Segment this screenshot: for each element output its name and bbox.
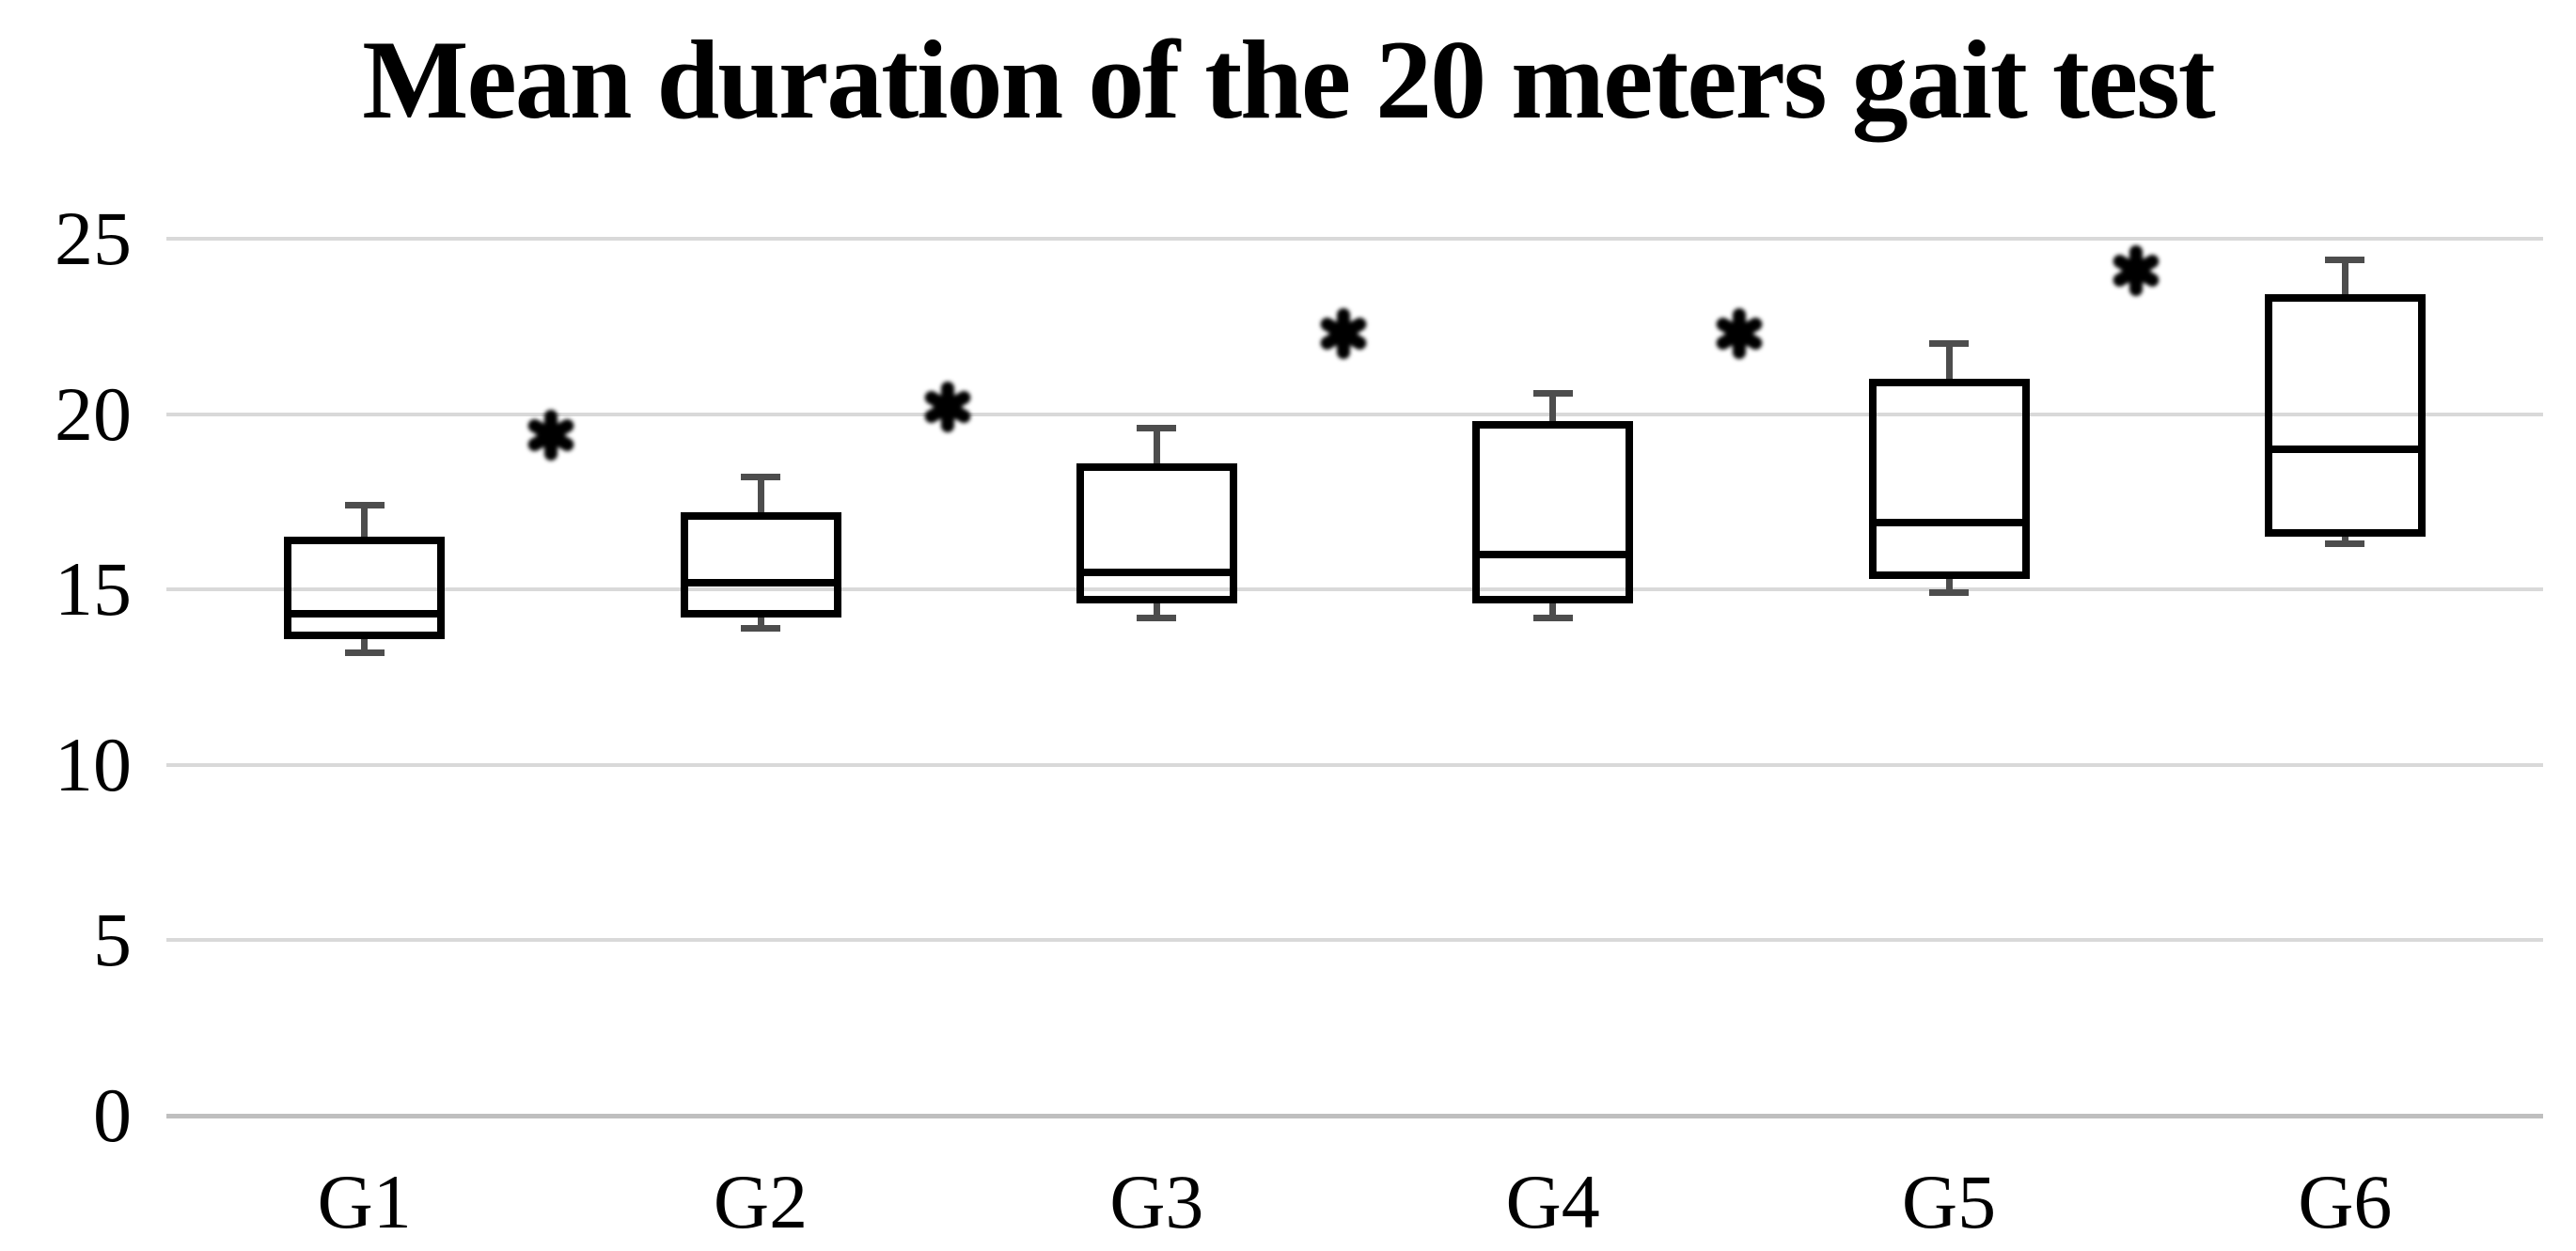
boxplot-median-line <box>1868 519 2030 527</box>
lower-whisker-cap <box>1137 614 1177 621</box>
boxplot-box <box>1076 462 1237 604</box>
y-axis-tick-label: 0 <box>93 1072 132 1158</box>
significance-asterisk <box>524 408 578 462</box>
upper-whisker-cap <box>344 502 385 509</box>
boxplot-box <box>284 536 446 639</box>
upper-whisker <box>2341 259 2348 299</box>
chart-title: Mean duration of the 20 meters gait test <box>362 17 2216 142</box>
asterisk-core <box>2121 258 2150 284</box>
upper-whisker <box>1549 393 1557 425</box>
asterisk-core <box>933 396 962 421</box>
boxplot-median-line <box>2264 445 2426 453</box>
boxplot-median-line <box>284 610 446 618</box>
gridline <box>166 762 2543 767</box>
asterisk-core <box>537 424 566 449</box>
y-axis-tick-label: 15 <box>55 546 132 633</box>
upper-whisker-cap <box>2325 256 2365 263</box>
boxplot-box <box>1472 420 1634 604</box>
lower-whisker-cap <box>1532 614 1573 621</box>
gridline <box>166 587 2543 592</box>
x-axis-category-label: G5 <box>1901 1159 1997 1244</box>
boxplot-box <box>1868 379 2030 580</box>
y-axis-tick-label: 25 <box>55 195 132 281</box>
y-axis-tick-label: 5 <box>93 897 132 983</box>
gridline <box>166 237 2543 241</box>
upper-whisker-cap <box>1532 389 1573 397</box>
y-axis-tick-label: 20 <box>55 370 132 457</box>
x-axis-category-label: G3 <box>1109 1159 1204 1244</box>
significance-asterisk <box>920 380 975 434</box>
lower-whisker-cap <box>741 624 780 632</box>
lower-whisker-cap <box>1929 589 1969 597</box>
upper-whisker-cap <box>1137 425 1177 432</box>
x-axis-category-label: G1 <box>317 1159 412 1244</box>
boxplot-median-line <box>1076 568 1237 576</box>
x-axis-category-label: G6 <box>2298 1159 2393 1244</box>
boxplot-median-line <box>1472 550 1634 558</box>
upper-whisker-cap <box>1929 340 1969 348</box>
asterisk-core <box>1725 321 1754 347</box>
lower-whisker <box>361 634 369 653</box>
significance-asterisk <box>1712 306 1767 361</box>
lower-whisker <box>2341 533 2348 544</box>
upper-whisker <box>1153 428 1160 467</box>
lower-whisker <box>1153 600 1160 618</box>
significance-asterisk <box>2109 243 2163 298</box>
lower-whisker-cap <box>344 649 385 656</box>
gridline <box>166 412 2543 416</box>
upper-whisker <box>1945 343 1953 383</box>
x-axis-category-label: G2 <box>713 1159 809 1244</box>
asterisk-core <box>1329 321 1358 347</box>
upper-whisker <box>361 505 369 540</box>
x-axis-category-label: G4 <box>1505 1159 1600 1244</box>
boxplot-median-line <box>680 578 841 586</box>
boxplot-box <box>680 511 841 618</box>
x-axis-line <box>166 1113 2543 1118</box>
y-axis-tick-label: 10 <box>55 721 132 807</box>
lower-whisker <box>1945 575 1953 593</box>
lower-whisker <box>1549 600 1557 618</box>
upper-whisker-cap <box>741 474 780 481</box>
lower-whisker-cap <box>2325 540 2365 548</box>
gridline <box>166 938 2543 943</box>
lower-whisker <box>757 614 764 629</box>
boxplot-box <box>2264 294 2426 538</box>
upper-whisker <box>757 477 764 516</box>
significance-asterisk <box>1316 306 1371 361</box>
